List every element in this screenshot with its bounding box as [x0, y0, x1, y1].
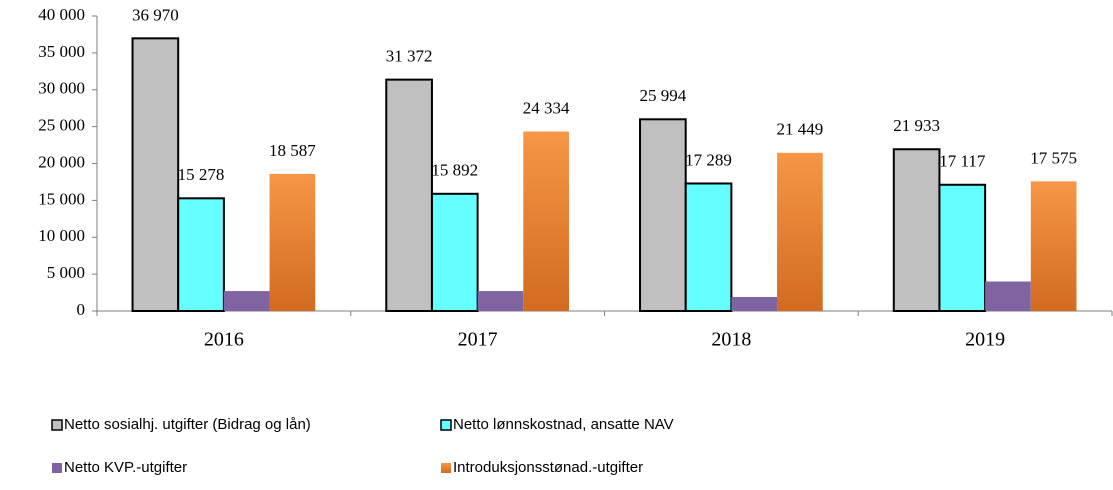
bar: [430, 192, 479, 312]
value-label: 25 994: [639, 86, 686, 105]
bar: [269, 173, 316, 311]
bar: [477, 291, 524, 311]
value-label: 17 289: [685, 150, 732, 169]
bar: [938, 183, 987, 313]
value-label: 24 334: [523, 98, 570, 117]
value-label: 15 892: [431, 161, 478, 180]
legend-marker: [441, 463, 451, 473]
legend-label: Introduksjonsstønad.-utgifter: [453, 459, 643, 476]
bar: [892, 148, 941, 312]
bar: [731, 296, 778, 311]
bar: [523, 131, 569, 311]
x-tick-label: 2019: [965, 329, 1005, 351]
y-tick-label: 10 000: [38, 226, 85, 245]
value-label: 31 372: [386, 47, 433, 66]
value-label: 17 117: [939, 152, 986, 171]
bar: [131, 37, 180, 312]
x-tick-label: 2017: [458, 329, 498, 351]
legend-marker: [52, 463, 62, 473]
x-tick-label: 2018: [711, 329, 751, 351]
x-tick-label: 2016: [204, 329, 244, 351]
y-tick-label: 35 000: [38, 42, 85, 61]
legend-marker: [440, 419, 452, 431]
bar: [385, 78, 433, 312]
value-label: 15 278: [178, 165, 225, 184]
value-label: 21 449: [777, 120, 824, 139]
value-label: 21 933: [893, 116, 940, 135]
y-tick-label: 0: [77, 300, 86, 319]
legend-label: Netto KVP.-utgifter: [64, 459, 187, 476]
y-tick-label: 30 000: [38, 79, 85, 98]
y-tick-label: 40 000: [38, 5, 85, 24]
legend-label: Netto sosialhj. utgifter (Bidrag og lån): [64, 416, 311, 433]
bar: [223, 291, 270, 311]
bar: [777, 152, 823, 311]
bar: [985, 281, 1031, 311]
y-tick-label: 20 000: [38, 152, 85, 171]
value-label: 17 575: [1030, 148, 1077, 167]
value-label: 18 587: [269, 141, 316, 160]
bar: [1030, 181, 1077, 311]
y-tick-label: 25 000: [38, 116, 85, 135]
value-label: 36 970: [132, 5, 179, 24]
y-tick-label: 15 000: [38, 189, 85, 208]
bar: [177, 197, 225, 312]
legend-marker: [51, 419, 63, 431]
bar: [684, 182, 733, 312]
bar: [639, 118, 687, 312]
legend-label: Netto lønnskostnad, ansatte NAV: [453, 416, 674, 433]
y-tick-label: 5 000: [47, 263, 85, 282]
